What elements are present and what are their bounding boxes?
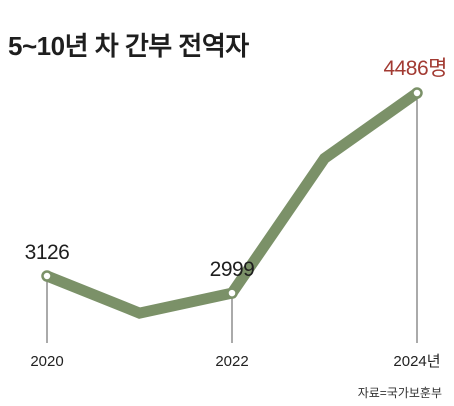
x-tick-label-2024: 2024년 <box>393 353 440 370</box>
guide-lines <box>46 93 418 343</box>
x-tick-label-2022: 2022 <box>215 353 248 370</box>
data-labels: 3126 2999 4486명 <box>25 57 448 281</box>
point-marker-2020 <box>41 270 53 282</box>
data-label-2020: 3126 <box>25 241 70 264</box>
source-note: 자료=국가보훈부 <box>357 386 442 400</box>
point-marker-2024 <box>411 87 423 99</box>
data-label-2022: 2999 <box>210 258 255 281</box>
data-label-2024: 4486명 <box>383 57 447 80</box>
chart-title: 5~10년 차 간부 전역자 <box>8 31 249 61</box>
point-marker-2022 <box>226 287 238 299</box>
point-markers <box>41 87 423 299</box>
x-axis-tick-labels: 2020 2022 2024년 <box>30 353 440 370</box>
x-tick-label-2020: 2020 <box>30 353 63 370</box>
